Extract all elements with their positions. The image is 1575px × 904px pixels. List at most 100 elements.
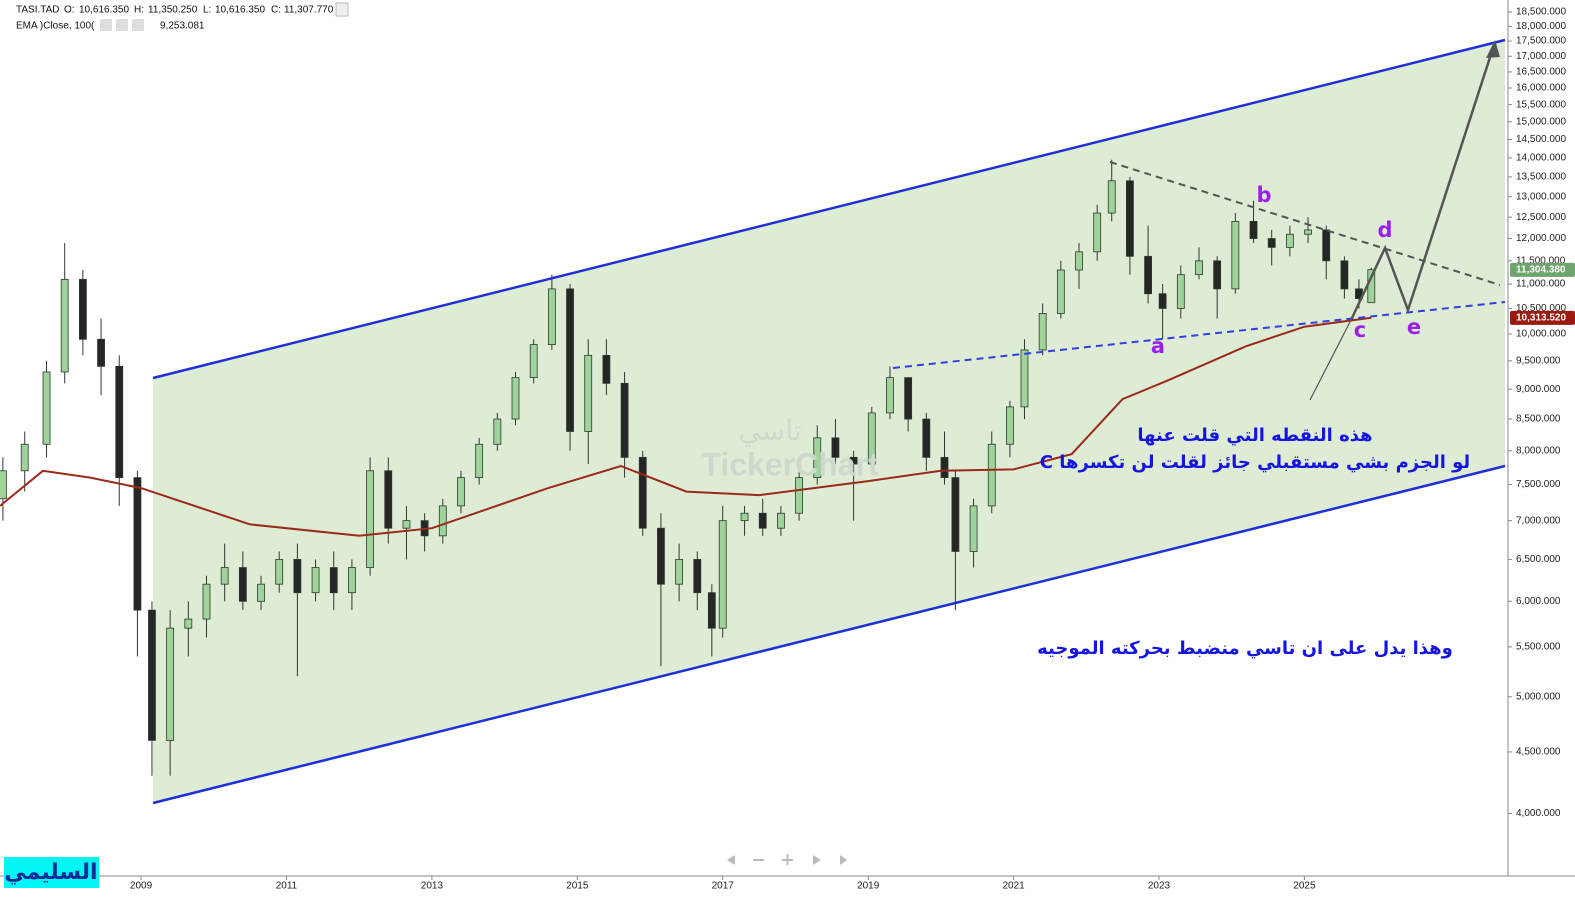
y-tick-label: 13,500.000: [1516, 172, 1566, 183]
nav-button[interactable]: [727, 855, 735, 865]
candle-body: [1322, 229, 1331, 262]
candle-body: [969, 505, 978, 552]
candle-body: [951, 477, 960, 552]
candle-body: [1213, 260, 1222, 290]
candle-body: [886, 377, 894, 414]
y-tick-label: 6,500.000: [1516, 554, 1561, 565]
candle-body: [1093, 212, 1102, 253]
y-tick-label: 17,000.000: [1516, 51, 1566, 62]
x-tick-label: 2025: [1293, 881, 1316, 892]
header: TASI.TAD O: 10,616.350 H: 11,350.250 L: …: [16, 2, 349, 32]
y-tick-label: 5,500.000: [1516, 642, 1561, 653]
candle-body: [740, 512, 749, 522]
candle-body: [1038, 313, 1047, 351]
ohlc-key: O:: [64, 5, 75, 16]
nav-button[interactable]: [786, 854, 789, 865]
plot-layer: [0, 159, 1376, 776]
nav-button[interactable]: [840, 855, 847, 865]
y-tick-label: 18,500.000: [1516, 7, 1566, 18]
overlay-layer: a b c d e هذه النقطه التي قلت عنها لو ال…: [152, 38, 1506, 805]
candle-body: [638, 456, 647, 529]
channel-lower: [152, 464, 1506, 805]
candle-body: [718, 520, 727, 629]
candle-body: [566, 288, 574, 432]
x-tick-label: 2017: [712, 881, 735, 892]
price-badge-label: 11,304.380: [1516, 264, 1566, 275]
y-tick-label: 9,000.000: [1516, 384, 1561, 395]
watermark: تاسي: [738, 414, 801, 447]
y-tick-label: 4,000.000: [1516, 808, 1561, 819]
y-tick-label: 13,000.000: [1516, 191, 1566, 202]
x-tick-label: 2023: [1148, 881, 1171, 892]
candle-body: [813, 437, 822, 479]
candle-body: [1304, 229, 1312, 235]
author-badge: [4, 857, 99, 888]
ohlc-value: 11,307.770: [284, 5, 334, 16]
y-tick-label: 8,500.000: [1516, 414, 1561, 425]
candle-body: [511, 377, 520, 420]
candle-body: [366, 470, 374, 568]
x-tick-label: 2011: [276, 881, 298, 892]
ohlc-key: L:: [203, 5, 211, 16]
symbol: TASI.TAD: [16, 5, 60, 16]
resistance-line: [1109, 161, 1501, 286]
candle-body: [148, 609, 156, 741]
wave-label: e: [1407, 315, 1421, 339]
candle-body: [20, 443, 29, 472]
candle-body: [1126, 180, 1134, 257]
candle-body: [904, 377, 913, 420]
candle-body: [1285, 233, 1294, 248]
candle-body: [1340, 260, 1349, 290]
candle-body: [987, 443, 996, 507]
candle-body: [133, 477, 142, 611]
annotation: هذه النقطه التي قلت عنها: [1137, 425, 1372, 446]
candle-body: [1176, 274, 1185, 309]
candle-body: [0, 470, 7, 500]
author: السليمي: [4, 860, 97, 885]
header-button[interactable]: [335, 2, 349, 17]
candle-body: [311, 567, 320, 594]
remove-button[interactable]: [132, 19, 144, 31]
x-tick-label: 2015: [566, 881, 589, 892]
y-tick-label: 10,500.000: [1516, 303, 1566, 314]
indicator-name: EMA )Close, 100(: [16, 21, 95, 32]
support-line: [892, 301, 1506, 369]
candle-body: [707, 592, 716, 629]
candle-body: [457, 477, 465, 507]
candle-body: [275, 559, 284, 585]
y-tick-label: 11,000.000: [1516, 279, 1566, 290]
nav-button[interactable]: [753, 859, 764, 861]
candle-body: [184, 618, 193, 629]
price-badge: [1510, 262, 1575, 277]
ohlc-value: 10,616.350: [79, 5, 129, 16]
y-tick-label: 15,000.000: [1516, 116, 1566, 127]
candle-body: [257, 583, 265, 602]
candle-body: [1006, 406, 1014, 445]
watermark: TickerChart: [701, 446, 879, 482]
projection-path: [1350, 41, 1497, 319]
ema-line: [0, 316, 1372, 537]
candle-body: [475, 443, 484, 479]
candle-body: [402, 520, 411, 529]
y-tick-label: 16,000.000: [1516, 83, 1566, 94]
candle-body: [1231, 221, 1240, 290]
candle-body: [657, 527, 665, 585]
pointer-line: [1309, 317, 1353, 401]
candle-body: [795, 477, 803, 514]
candle-body: [97, 338, 105, 367]
y-tick-label: 18,000.000: [1516, 21, 1566, 32]
y-tick-label: 10,000.000: [1516, 329, 1566, 340]
candle-body: [1075, 251, 1083, 271]
settings-button[interactable]: [116, 19, 128, 31]
candle-body: [42, 371, 51, 445]
candle-body: [78, 278, 87, 340]
nav-button[interactable]: [813, 855, 821, 865]
y-tick-label: 12,000.000: [1516, 233, 1566, 244]
candle-body: [1107, 180, 1116, 214]
settings-button[interactable]: [100, 19, 112, 31]
annotation: لو الجزم بشي مستقبلي جائز لقلت لن تكسرها…: [1040, 452, 1470, 473]
y-tick-label: 16,500.000: [1516, 67, 1566, 78]
candle-body: [1020, 349, 1029, 408]
y-tick-label: 7,500.000: [1516, 479, 1561, 490]
